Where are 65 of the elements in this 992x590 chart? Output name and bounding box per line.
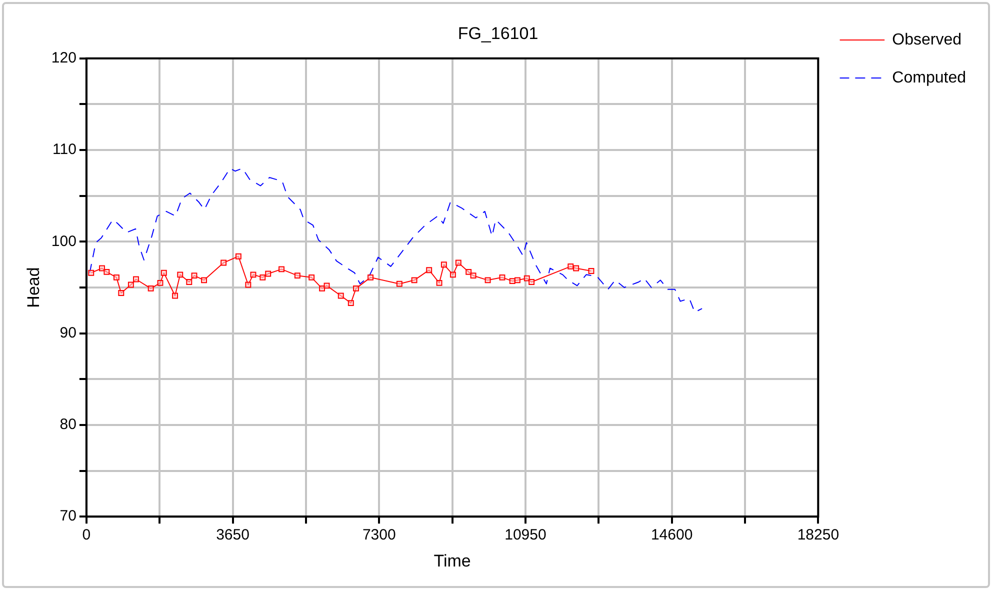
point [514, 277, 520, 284]
point [245, 282, 252, 288]
chart-title: FG_16101 [458, 24, 538, 43]
point [186, 279, 192, 285]
point [484, 277, 491, 284]
point [455, 260, 462, 266]
point [353, 285, 359, 292]
point [588, 268, 594, 274]
point [104, 268, 110, 275]
point [113, 274, 120, 280]
y-tick-label: 120 [51, 50, 76, 67]
point [411, 277, 418, 284]
y-tick-label: 100 [51, 232, 76, 250]
y-tick-label: 110 [52, 141, 76, 158]
x-tick-label: 18250 [797, 526, 840, 544]
point [426, 267, 432, 274]
point [278, 266, 284, 272]
point [338, 292, 344, 299]
point [436, 280, 442, 286]
point [499, 274, 506, 280]
x-tick-label: 0 [82, 526, 91, 544]
point [250, 272, 256, 278]
point [191, 272, 198, 279]
point [148, 285, 154, 292]
point [368, 274, 374, 280]
x-axis-title: Time [434, 551, 471, 570]
point [260, 274, 266, 280]
point [450, 272, 456, 278]
legend-label: Computed [892, 69, 966, 86]
point [440, 262, 447, 268]
point [128, 282, 134, 288]
point [265, 270, 272, 277]
point [177, 272, 184, 278]
point [524, 275, 530, 282]
x-tick-label: 14600 [650, 526, 693, 544]
point [568, 263, 574, 270]
point [308, 274, 315, 280]
point [470, 272, 476, 279]
x-tick-label: 7300 [362, 526, 396, 544]
x-tick-label: 10950 [504, 526, 546, 544]
point [348, 300, 354, 306]
point [573, 265, 580, 272]
point [157, 280, 164, 286]
point [160, 270, 167, 276]
legend-label: Observed [892, 31, 962, 48]
y-tick-label: 90 [60, 324, 76, 342]
y-tick-label: 70 [60, 508, 76, 525]
point [172, 292, 178, 299]
point [324, 282, 330, 289]
point [319, 285, 326, 292]
line-series [89, 168, 703, 313]
point [509, 278, 516, 284]
point [294, 272, 300, 279]
point [528, 279, 535, 285]
point [201, 277, 208, 284]
point [133, 276, 139, 282]
point [88, 270, 94, 276]
point [118, 290, 124, 296]
x-tick-label: 3650 [216, 526, 250, 544]
point [235, 253, 242, 260]
y-axis-title: Head [24, 267, 43, 308]
y-tick-label: 80 [60, 416, 76, 434]
point [220, 260, 227, 266]
point [396, 280, 402, 287]
point [466, 268, 472, 275]
